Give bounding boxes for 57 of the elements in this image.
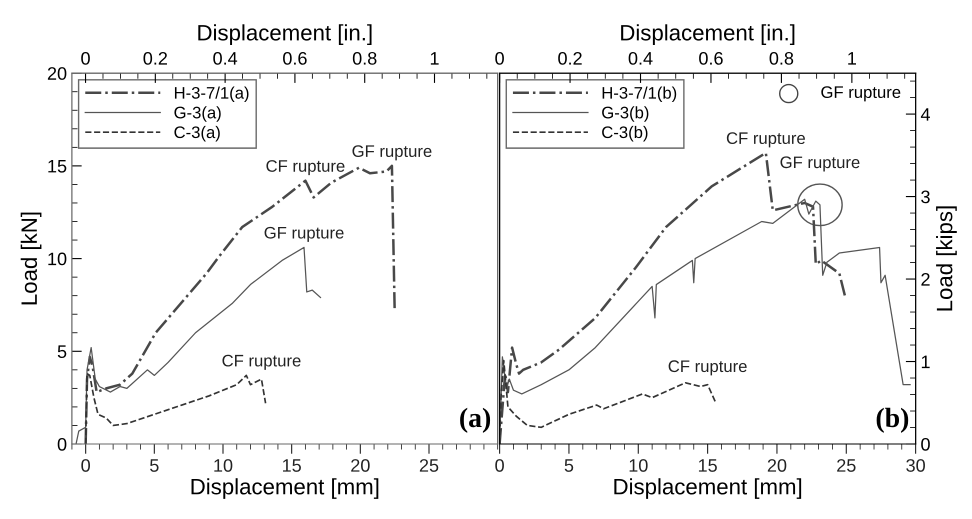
y2-tick-label: 1 xyxy=(922,356,930,368)
legend-label: C-3(b) xyxy=(602,126,648,142)
y2-tick-label: 4 xyxy=(920,108,930,121)
x-tick-label: 15 xyxy=(698,459,717,472)
x-tick-label: 30 xyxy=(906,459,925,472)
legend-label: H-3-7/1(b) xyxy=(602,86,676,102)
annotation: GF rupture xyxy=(352,145,432,160)
x-axis-title: Displacement [mm] xyxy=(614,478,802,499)
annotation: CF rupture xyxy=(668,360,747,376)
x2-tick-label: 0.2 xyxy=(558,52,582,65)
y-tick-label: 5 xyxy=(58,345,66,358)
x-tick-label: 15 xyxy=(283,459,301,472)
annotation: GF rupture xyxy=(780,156,860,172)
x2-axis-title: Displacement [in.] xyxy=(621,24,794,45)
x2-tick-label: 0.6 xyxy=(283,52,307,65)
x2-tick-label: 1 xyxy=(848,52,856,65)
legend-label: G-3(a) xyxy=(174,106,221,122)
annotation: CF rupture xyxy=(726,132,805,148)
annotation: GF rupture xyxy=(821,86,900,102)
annotation: (b) xyxy=(876,408,908,433)
x2-axis-title: Displacement [in.] xyxy=(198,24,372,45)
y-tick-label: 20 xyxy=(48,67,66,80)
x2-tick-label: 0.8 xyxy=(352,52,376,65)
annotation: CF rupture xyxy=(222,354,301,370)
x2-tick-label: 1 xyxy=(430,52,439,65)
legend-label: C-3(a) xyxy=(174,126,220,142)
x2-tick-label: 0 xyxy=(81,52,90,65)
y-tick-label: 0 xyxy=(58,438,66,451)
x-tick-label: 25 xyxy=(420,459,438,472)
y-tick-label: 15 xyxy=(48,160,66,173)
x-tick-label: 10 xyxy=(214,459,232,472)
y2-tick-label: 0 xyxy=(921,438,930,451)
y2-tick-label: 2 xyxy=(921,272,930,286)
x-tick-label: 5 xyxy=(150,459,159,472)
x2-tick-label: 0.4 xyxy=(628,52,653,65)
x2-tick-label: 0 xyxy=(495,52,504,65)
legend-label: G-3(b) xyxy=(602,106,648,122)
x2-tick-label: 0.2 xyxy=(143,52,167,65)
y2-axis-title: Load [kips] xyxy=(936,206,957,311)
x-tick-label: 25 xyxy=(837,459,856,472)
x2-tick-label: 0.4 xyxy=(213,52,238,65)
x-tick-label: 0 xyxy=(495,459,504,472)
x2-tick-label: 0.8 xyxy=(770,52,794,65)
x2-tick-label: 0.6 xyxy=(699,52,723,65)
x-tick-label: 20 xyxy=(768,459,786,472)
x-tick-label: 20 xyxy=(351,459,370,472)
annotation: CF rupture xyxy=(266,160,344,176)
y2-tick-label: 3 xyxy=(921,190,930,204)
annotation: (a) xyxy=(460,408,490,433)
x-axis-title: Displacement [mm] xyxy=(192,478,378,499)
annotation: GF rupture xyxy=(264,226,344,242)
x-tick-label: 5 xyxy=(564,459,574,472)
x-tick-label: 10 xyxy=(630,459,648,472)
x-tick-label: 0 xyxy=(81,459,90,472)
y-axis-title: Load [kN] xyxy=(20,212,42,304)
legend-label: H-3-7/1(a) xyxy=(174,86,249,102)
y-tick-label: 10 xyxy=(48,252,66,266)
